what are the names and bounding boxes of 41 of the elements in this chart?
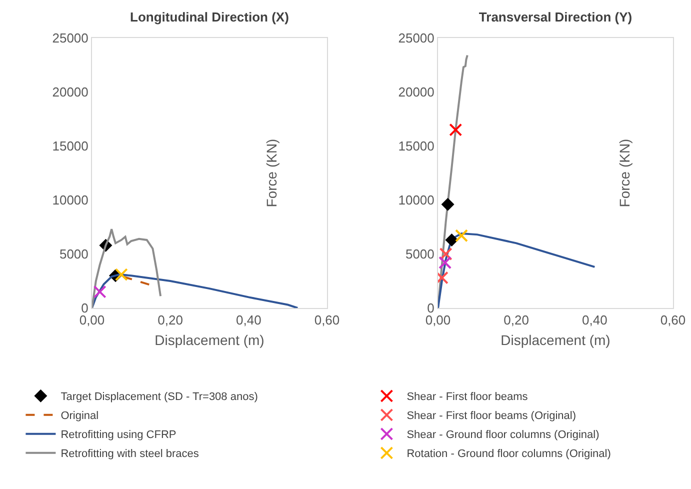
y-tick-label: 10000	[398, 192, 434, 208]
point	[449, 123, 462, 136]
legend-label: Shear - Ground floor columns (Original)	[406, 429, 600, 442]
legend-label: Retrofitting using CFRP	[60, 429, 176, 442]
y-tick-label: 20000	[398, 84, 434, 100]
x-axis-title: Displacement (m)	[500, 332, 610, 348]
y-tick-label: 5000	[59, 246, 88, 262]
point	[445, 233, 458, 246]
legend-label: Rotation - Ground floor columns (Original)	[406, 448, 611, 460]
point	[438, 256, 452, 270]
line-series	[92, 228, 162, 308]
legend-label: Target Displacement (SD - Tr=308 anos)	[60, 391, 258, 404]
legend-label: Shear - First floor beams	[406, 391, 528, 404]
point	[438, 271, 448, 284]
point	[439, 248, 452, 260]
x-tick-label: 0,40	[582, 312, 608, 328]
y-tick-label: 10000	[52, 192, 88, 208]
x-tick-label: 0,20	[504, 312, 529, 328]
x-tick-label: 0,60	[314, 312, 340, 328]
y-axis-title: Force (KN)	[616, 138, 633, 208]
x-tick-label: 0,40	[236, 312, 262, 328]
line-series	[438, 232, 596, 308]
x-tick-label: 0,60	[660, 312, 686, 328]
legend-label: Retrofitting with steel braces	[60, 448, 200, 460]
point	[114, 268, 128, 282]
y-tick-label: 20000	[52, 84, 88, 100]
y-axis-title: Force (KN)	[264, 138, 280, 208]
point	[93, 285, 106, 298]
legend-label: Original	[60, 410, 99, 422]
point	[441, 198, 454, 211]
x-tick-label: 0,20	[158, 312, 183, 328]
point	[455, 229, 468, 242]
y-tick-label: 25000	[52, 30, 88, 46]
chart-title: Transversal Direction (Y)	[478, 9, 632, 24]
y-tick-label: 15000	[52, 138, 88, 154]
y-tick-label: 15000	[398, 138, 434, 154]
y-tick-label: 25000	[398, 30, 434, 46]
y-tick-label: 5000	[405, 246, 434, 262]
legend-label: Shear - First floor beams (Original)	[406, 410, 576, 422]
x-axis-title: Displacement (m)	[154, 332, 264, 348]
chart-title: Longitudinal Direction (X)	[130, 9, 289, 24]
